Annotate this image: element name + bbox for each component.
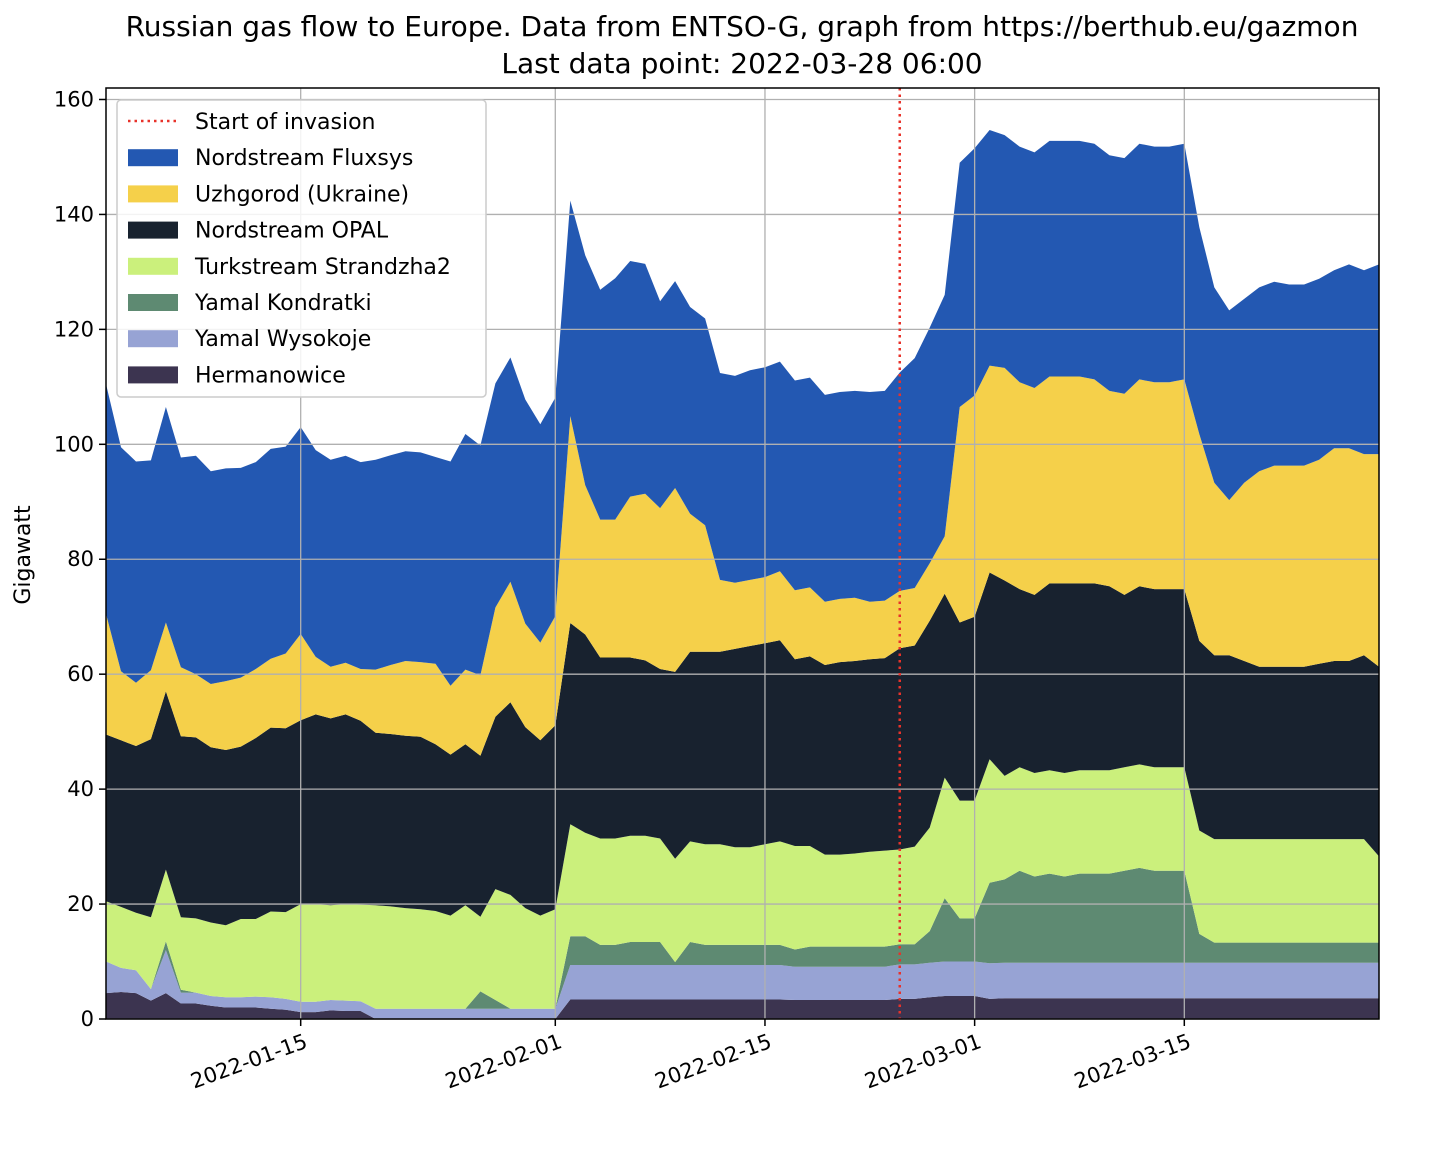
y-tick-label: 160: [54, 87, 94, 111]
y-tick-label: 80: [67, 547, 94, 571]
legend-swatch-turkstream-strandzha2: [128, 257, 178, 275]
x-tick-label: 2022-01-15: [188, 1029, 311, 1093]
y-tick-label: 0: [81, 1007, 94, 1031]
area-hermanowice: [106, 992, 1379, 1019]
legend-swatch-yamal-wysokoje: [128, 330, 178, 348]
legend-swatch-hermanowice: [128, 366, 178, 384]
area-yamal-kondratki: [106, 867, 1379, 1009]
area-layers: [106, 130, 1379, 1019]
y-axis: 0 20 40 60 80 100 120 140 160: [54, 87, 106, 1031]
x-tick-label: 2022-02-15: [652, 1029, 775, 1093]
y-axis-label: Gigawatt: [11, 505, 36, 605]
x-tick-label: 2022-03-15: [1071, 1029, 1194, 1093]
y-tick-label: 40: [67, 777, 94, 801]
legend-label-nordstream-opal: Nordstream OPAL: [195, 219, 389, 244]
legend-swatch-nordstream-fluxsys: [128, 149, 178, 167]
y-tick-label: 100: [54, 432, 94, 456]
area-yamal-wysokoje: [106, 950, 1379, 1019]
x-axis: 2022-01-15 2022-02-01 2022-02-15 2022-03-01…: [188, 1019, 1194, 1093]
y-tick-label: 60: [67, 662, 94, 686]
chart-title: Russian gas flow to Europe. Data from EN…: [126, 10, 1359, 43]
area-nordstream-opal: [106, 572, 1379, 926]
legend-label-yamal-wysokoje: Yamal Wysokoje: [194, 327, 371, 352]
plot-frame: [105, 87, 1380, 1020]
legend-swatch-nordstream-opal: [128, 221, 178, 239]
legend-label-nordstream-fluxsys: Nordstream Fluxsys: [195, 146, 413, 171]
legend-label-uzhgorod-ukraine: Uzhgorod (Ukraine): [195, 182, 409, 207]
legend-swatch-uzhgorod-ukraine: [128, 185, 178, 203]
legend-swatch-yamal-kondratki: [128, 294, 178, 311]
x-tick-label: 2022-03-01: [861, 1029, 984, 1093]
legend-label-turkstream-strandzha2: Turkstream Strandzha2: [194, 255, 451, 280]
y-tick-label: 20: [67, 892, 94, 916]
legend: Start of invasion Nordstream Fluxsys Uzhgo…: [116, 99, 487, 398]
legend-label-yamal-kondratki: Yamal Kondratki: [194, 291, 372, 316]
y-tick-label: 120: [54, 317, 94, 341]
chart-subtitle: Last data point: 2022-03-28 06:00: [501, 47, 982, 80]
y-tick-label: 140: [54, 202, 94, 226]
area-turkstream-strandzha2: [106, 759, 1379, 1009]
legend-label-start-of-invasion: Start of invasion: [195, 110, 375, 135]
legend-label-hermanowice: Hermanowice: [195, 363, 346, 388]
area-uzhgorod-ukraine: [106, 365, 1379, 756]
legend-box: [116, 99, 487, 398]
x-tick-label: 2022-02-01: [442, 1029, 565, 1093]
area-nordstream-fluxsys: [106, 130, 1379, 686]
